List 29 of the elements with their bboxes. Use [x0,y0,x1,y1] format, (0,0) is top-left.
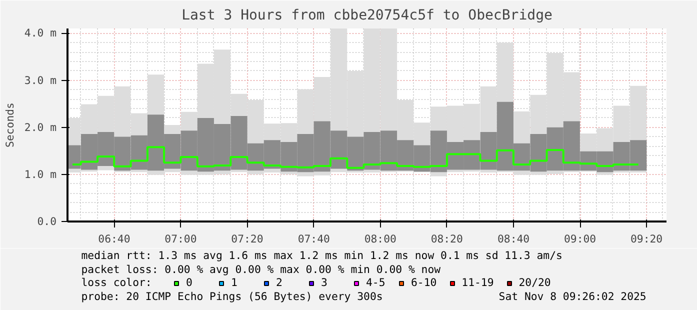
x-tick-label: 07:00 [164,232,197,246]
x-tick-label: 08:40 [498,232,530,246]
legend-title: loss color: [81,276,152,289]
legend-label: 3 [321,276,328,289]
legend-label: 1 [231,276,238,289]
chart-title: Last 3 Hours from cbbe20754c5f to ObecBridge [182,8,552,24]
legend-label: 11-19 [462,276,494,289]
x-tick-label: 07:20 [231,232,264,246]
legend-label: 4-5 [366,276,386,289]
x-tick-label: 08:00 [364,232,396,246]
x-tick-label: 07:40 [298,232,330,246]
x-tick-label: 09:00 [564,232,596,246]
y-tick-label: 3.0 m [24,74,56,87]
legend-label: 20/20 [518,276,551,289]
text: probe: 20 ICMP Echo Pings (56 Bytes) every 300s [81,290,383,303]
y-tick-label: 0.0 [37,215,57,228]
x-tick-label: 09:20 [630,232,663,246]
legend-label: 2 [276,276,284,289]
x-tick-label: 06:40 [98,232,130,246]
text: packet loss: 0.00 % avg 0.00 % max 0.00 % min 0.00 % now [81,263,442,276]
y-tick-label: 2.0 m [24,120,56,134]
y-axis-title: Seconds [3,102,16,148]
text: median rtt: 1.3 ms avg 1.6 ms max 1.2 ms min 1.2 ms now 0.1 ms sd 11.3 am/s [81,249,562,262]
y-tick-label: 4.0 m [24,26,56,40]
y-tick-label: 1.0 m [24,168,56,181]
text: Sat Nov 8 09:26:02 2025 [498,290,646,303]
legend-label: 6-10 [411,276,437,289]
legend-label: 0 [186,276,194,289]
x-tick-label: 08:20 [430,232,463,246]
